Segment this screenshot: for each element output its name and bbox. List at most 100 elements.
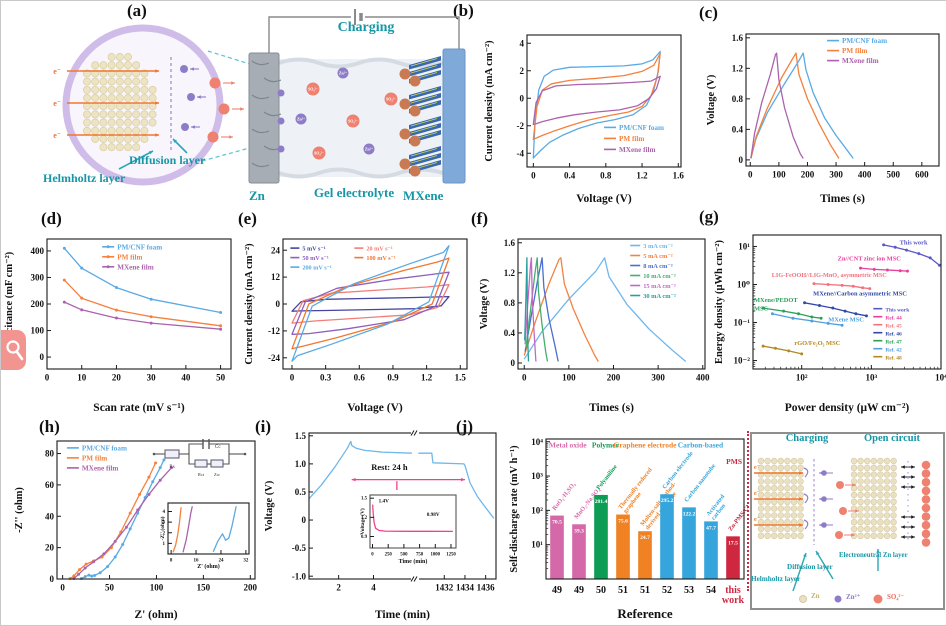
y-axis-title-h-inset: -Z'' (ohm) xyxy=(159,516,166,540)
svg-text:0: 0 xyxy=(290,373,295,383)
magnifier-overlay-icon[interactable] xyxy=(1,330,26,370)
svg-text:0: 0 xyxy=(531,171,536,181)
search-icon xyxy=(5,340,23,361)
series-rest-voltage-decay xyxy=(372,504,453,533)
schematic-a-svg: e⁻ e⁻ e⁻ SO₄²⁻ SO₄²⁻ SO₄²⁻ SO₄²⁻ Zn²⁺ Zn²⁺ Zn²⁺ xyxy=(53,9,466,186)
zn-electrode xyxy=(248,52,280,184)
svg-text:295.2: 295.2 xyxy=(661,498,674,504)
svg-text:Zw: Zw xyxy=(214,472,221,477)
equivalent-circuit-inset: Rs Cc Rct Zw xyxy=(151,438,255,485)
svg-text:49: 49 xyxy=(552,585,562,596)
annotation-polymer: Polymer xyxy=(592,440,620,449)
gel-electrolyte-label: Gel electrolyte xyxy=(313,185,395,200)
legend-item-50-mv-s: 50 mV s⁻¹ xyxy=(302,255,328,262)
helmholtz-layer-label-j: Helmholtz layer xyxy=(751,575,801,583)
chart-svg-g: 10² 10³ 10⁴ 10⁻² 10⁻¹ 10⁰ 10¹ Power density (μW… xyxy=(714,234,946,414)
panel-b-cv-chart: 0 0.4 0.8 1.2 1.6 -4 -2 0 2 4 Voltage (V) Current d… xyxy=(481,1,705,212)
annotation-rest-24-h: Rest: 24 h xyxy=(371,462,408,472)
y-axis-title-i: Voltage (V) xyxy=(264,480,275,531)
mxene-electrode xyxy=(442,48,466,184)
series-pm-cnf-foam-inset xyxy=(212,506,237,553)
charging-state-label: Charging xyxy=(785,433,829,444)
panel-j-bar-chart: 70.5 RuO₂·H₂SO₄ 49 39.3 MnO₂-Na₂SO₄ 49 281.4 Po… xyxy=(506,417,765,625)
legend-item-pm-cnf-foam: PM/CNF foam xyxy=(842,37,887,45)
svg-text:24: 24 xyxy=(271,245,281,255)
sulfate-ion xyxy=(839,507,847,515)
annotation-this-work: This work xyxy=(900,239,928,246)
svg-text:0: 0 xyxy=(522,373,527,383)
panel-label-e: (e) xyxy=(238,209,257,228)
diffusion-layer-label: Diffusion layer xyxy=(129,153,206,167)
y-axis-title-c: Voltage (V) xyxy=(706,74,717,125)
panel-label-h: (h) xyxy=(39,417,60,436)
svg-text:300: 300 xyxy=(651,373,665,383)
legend-item-ref-48: Ref. 48 xyxy=(885,355,902,361)
svg-text:10²: 10² xyxy=(796,373,808,383)
svg-text:Zn-PMS/CNF foam: Zn-PMS/CNF foam xyxy=(727,487,748,533)
bar-52-5 xyxy=(660,494,674,579)
device-schematic: e⁻ e⁻ e⁻ SO₄²⁻ SO₄²⁻ SO₄²⁻ SO₄²⁻ Zn²⁺ Zn²⁺ Zn²⁺ xyxy=(1,1,481,214)
zn-ion xyxy=(180,65,188,73)
legend-item-ref-46: Ref. 46 xyxy=(885,331,902,337)
zn-legend-label: Zn xyxy=(811,592,820,600)
legend-item-pm-cnf-foam: PM/CNF foam xyxy=(82,445,127,453)
y-axis-title-h: -Z'' (ohm) xyxy=(14,487,25,533)
svg-text:200: 200 xyxy=(244,583,258,593)
electron-label: e⁻ xyxy=(53,131,61,140)
rest-voltage-inset-chart: 0 250 500 750 1000 1250 0.9 1.2 1.5 Time (min) Vol… xyxy=(353,490,461,573)
charging-label: Charging xyxy=(337,20,395,35)
legend-item-pm-cnf-foam: PM/CNF foam xyxy=(117,243,162,251)
svg-text:0.8: 0.8 xyxy=(600,171,612,181)
svg-text:SO₄²⁻: SO₄²⁻ xyxy=(308,87,318,92)
svg-text:281.4: 281.4 xyxy=(595,499,608,505)
svg-text:10²: 10² xyxy=(531,505,543,515)
x-axis-title-b: Voltage (V) xyxy=(576,193,632,205)
svg-text:0: 0 xyxy=(511,358,516,368)
sulfate-ion-column xyxy=(921,529,931,539)
svg-text:20: 20 xyxy=(45,543,55,553)
svg-text:100: 100 xyxy=(31,326,45,336)
series-pm-cnf-foam xyxy=(750,52,854,159)
panel-e-cv-scanrate-chart: 0 0.3 0.6 0.9 1.2 1.5 -24 -12 0 12 24 Voltage (V) Cu… xyxy=(241,209,476,421)
annotation-carbon-based: Carbon-based xyxy=(678,440,724,449)
y-axis-title-d: Capacitance (mF cm⁻²) xyxy=(4,251,15,356)
svg-text:70.5: 70.5 xyxy=(552,520,562,526)
svg-text:1.6: 1.6 xyxy=(504,238,516,248)
panel-label-c: (c) xyxy=(699,3,718,22)
legend-item-pm-cnf-foam: PM/CNF foam xyxy=(619,124,664,132)
annotation-msc: MSC xyxy=(754,306,769,313)
svg-text:10⁴: 10⁴ xyxy=(935,373,946,383)
x-axis-title-i: Time (min) xyxy=(375,609,430,621)
svg-text:8: 8 xyxy=(170,559,173,564)
svg-text:10: 10 xyxy=(77,373,87,383)
legend-item-5-ma-cm: 5 mA cm⁻² xyxy=(643,253,673,260)
svg-text:39.3: 39.3 xyxy=(574,528,584,534)
panel-label-g: (g) xyxy=(699,207,719,226)
chart-svg-e: 0 0.3 0.6 0.9 1.2 1.5 -24 -12 0 12 24 Voltage (V) Cu… xyxy=(244,238,468,414)
svg-text:10¹: 10¹ xyxy=(531,540,543,550)
zn-ion xyxy=(295,113,307,125)
legend-item-ref-47: Ref. 47 xyxy=(885,339,902,345)
sulfate-ion xyxy=(346,114,360,128)
svg-text:200: 200 xyxy=(801,170,815,180)
svg-text:10³: 10³ xyxy=(865,373,877,383)
legend-item-this-work: This work xyxy=(885,307,910,313)
svg-text:0: 0 xyxy=(276,299,281,309)
annotation-0-98v: 0.98V xyxy=(427,512,440,518)
svg-text:-24: -24 xyxy=(268,353,280,363)
y-axis-title-j: Self-discharge rate (mV h⁻¹) xyxy=(509,445,520,573)
svg-text:600: 600 xyxy=(915,170,929,180)
series-100-mv-s xyxy=(291,257,450,350)
zn-ion-legend-icon xyxy=(834,595,842,603)
series-self-discharge-rest xyxy=(418,452,495,519)
svg-text:1.2: 1.2 xyxy=(504,268,516,278)
legend-item-pm-film: PM film xyxy=(842,47,867,55)
svg-text:0: 0 xyxy=(739,155,744,165)
svg-text:0.4: 0.4 xyxy=(504,328,516,338)
svg-text:100: 100 xyxy=(772,170,786,180)
svg-text:300: 300 xyxy=(829,170,843,180)
x-axis-title-g: Power density (μW cm⁻²) xyxy=(785,402,910,414)
series-3-ma-cm xyxy=(523,257,687,362)
bar-49-0 xyxy=(550,515,564,579)
